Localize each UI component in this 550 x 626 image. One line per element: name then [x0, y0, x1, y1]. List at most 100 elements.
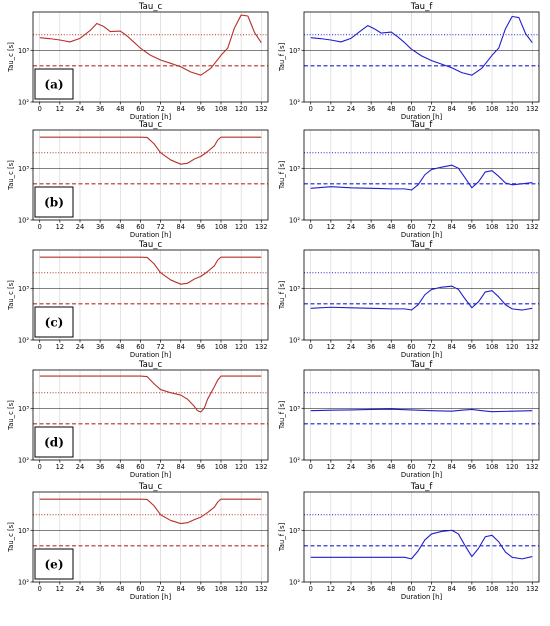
panel-2-tau-c-ytick-label-100: 10²: [18, 217, 29, 225]
panel-2-tau-c-xtick-label-60: 60: [136, 223, 144, 231]
panel-2-tau-f-ytick-label-1000: 10³: [289, 165, 300, 173]
panel-2-tau-f-xtick-label-24: 24: [347, 223, 355, 231]
panel-2-tau-f-frame: [303, 129, 540, 221]
panel-2-tau-c-title: Tau_c: [138, 120, 163, 130]
panel-2-tau-c-xtick-label-24: 24: [76, 223, 84, 231]
panel-1-tau-f-xtick-label-96: 96: [468, 105, 476, 113]
panel-5-tau-c-xtick-label-72: 72: [156, 585, 164, 593]
panel-3-tau-c-ylabel: Tau_c [s]: [7, 280, 15, 311]
panel-5-tau-f-xtick-label-36: 36: [367, 585, 375, 593]
panel-3-tau-f-xtick-label-108: 108: [486, 343, 499, 351]
panel-4-tau-f-xtick-label-96: 96: [468, 463, 476, 471]
panel-1-tau-c-xtick-label-120: 120: [235, 105, 248, 113]
panel-2-tau-f-xtick-label-132: 132: [526, 223, 539, 231]
panel-2-tau-c-xtick-label-84: 84: [177, 223, 185, 231]
panel-4-tau-c-xtick-label-0: 0: [38, 463, 42, 471]
panel-2-tau-f-xlabel: Duration [h]: [401, 231, 443, 239]
panel-2-tau-f-xtick-label-72: 72: [427, 223, 435, 231]
panel-1-tau-f-xtick-label-132: 132: [526, 105, 539, 113]
panel-2-tau-c-xtick-label-48: 48: [116, 223, 124, 231]
panel-3-tau-c-ytick-label-100: 10²: [18, 337, 29, 345]
panel-2-tau-c-xtick-label-72: 72: [156, 223, 164, 231]
panel-4-tau-f-xtick-label-132: 132: [526, 463, 539, 471]
panel-1-tau-f-xtick-label-36: 36: [367, 105, 375, 113]
panel-1-tau-c-ytick-label-1000: 10³: [18, 47, 29, 55]
panel-1-tau-f: 0 12 24 36 48 60 72 84 96 108 120 132 10² 10³ Tau_f Dur…: [278, 2, 540, 121]
panel-2-tau-c: 0 12 24 36 48 60 72 84 96 108 120 132 10² 10³ Tau_c Dur…: [7, 120, 269, 239]
panel-2-tau-f-ytick-label-100: 10²: [289, 217, 300, 225]
panel-1-tau-c-xtick-label-84: 84: [177, 105, 185, 113]
panel-3-tau-c-panel-label: (c): [45, 316, 64, 330]
panel-3-tau-f-xlabel: Duration [h]: [401, 351, 443, 359]
panel-1-tau-c-xtick-label-132: 132: [255, 105, 268, 113]
panel-4-tau-f-xlabel: Duration [h]: [401, 471, 443, 479]
panel-4-tau-c-xtick-label-60: 60: [136, 463, 144, 471]
panel-1-tau-f-xtick-label-24: 24: [347, 105, 355, 113]
panel-5-tau-f-xtick-label-108: 108: [486, 585, 499, 593]
panel-1-tau-f-ytick-label-100: 10²: [289, 99, 300, 107]
panel-3-tau-c-xtick-label-96: 96: [197, 343, 205, 351]
panel-1-tau-c-xtick-label-36: 36: [96, 105, 104, 113]
panel-5-tau-f-title: Tau_f: [410, 482, 434, 492]
panel-1-tau-f-xtick-label-0: 0: [309, 105, 313, 113]
panel-5-tau-c-panel-label: (e): [45, 558, 64, 572]
panel-4-tau-c-xtick-label-108: 108: [215, 463, 228, 471]
panel-2-tau-f-xtick-label-84: 84: [448, 223, 456, 231]
panel-2-tau-c-frame: [32, 129, 269, 221]
panel-5-tau-c-xtick-label-48: 48: [116, 585, 124, 593]
panel-4-tau-f-xtick-label-60: 60: [407, 463, 415, 471]
panel-5-tau-c-xtick-label-36: 36: [96, 585, 104, 593]
panel-1-tau-c-xtick-label-0: 0: [38, 105, 42, 113]
panel-3-tau-f-series-line: [310, 285, 533, 311]
panel-2-tau-c-panel-label-box: [34, 186, 74, 218]
panel-3-tau-f-xtick-label-60: 60: [407, 343, 415, 351]
panel-5-tau-f-xtick-label-96: 96: [468, 585, 476, 593]
panel-2-tau-f-title: Tau_f: [410, 120, 434, 130]
panel-2-tau-f-xtick-label-108: 108: [486, 223, 499, 231]
panel-5-tau-f-xtick-label-72: 72: [427, 585, 435, 593]
panel-2-tau-c-series-line: [39, 136, 262, 165]
panel-1-tau-c-xtick-label-24: 24: [76, 105, 84, 113]
panel-2-tau-c-ytick-label-1000: 10³: [18, 165, 29, 173]
panel-5-tau-f-xtick-label-24: 24: [347, 585, 355, 593]
panel-3-tau-c-xtick-label-108: 108: [215, 343, 228, 351]
panel-5-tau-f-xtick-label-12: 12: [327, 585, 335, 593]
panel-1-tau-f-series-line: [310, 15, 533, 76]
panel-4-tau-f-xtick-label-108: 108: [486, 463, 499, 471]
panel-4-tau-f-xtick-label-12: 12: [327, 463, 335, 471]
panel-5-tau-f-xtick-label-60: 60: [407, 585, 415, 593]
panel-3-tau-f-xtick-label-24: 24: [347, 343, 355, 351]
panel-4-tau-c-xtick-label-84: 84: [177, 463, 185, 471]
panel-1-tau-c-xtick-label-48: 48: [116, 105, 124, 113]
panel-5-tau-c-xlabel: Duration [h]: [130, 593, 172, 601]
panel-2-tau-f-xtick-label-96: 96: [468, 223, 476, 231]
panel-3-tau-c-panel-label-box: [34, 306, 74, 338]
panel-2-tau-c-xtick-label-108: 108: [215, 223, 228, 231]
panel-5-tau-c-xtick-label-60: 60: [136, 585, 144, 593]
panel-3-tau-c-xtick-label-48: 48: [116, 343, 124, 351]
panel-4-tau-c-ytick-label-1000: 10³: [18, 405, 29, 413]
panel-2-tau-f-ylabel: Tau_f [s]: [278, 161, 286, 191]
panel-3-tau-c: 0 12 24 36 48 60 72 84 96 108 120 132 10² 10³ Tau_c Dur…: [7, 240, 269, 359]
panel-2-tau-f: 0 12 24 36 48 60 72 84 96 108 120 132 10² 10³ Tau_f Dur…: [278, 120, 540, 239]
panel-5-tau-f-xtick-label-120: 120: [506, 585, 519, 593]
panel-1-tau-c-frame: [32, 11, 269, 103]
panel-4-tau-f-xtick-label-72: 72: [427, 463, 435, 471]
panel-3-tau-c-ytick-label-1000: 10³: [18, 285, 29, 293]
panel-4-tau-c: 0 12 24 36 48 60 72 84 96 108 120 132 10² 10³ Tau_c Dur…: [7, 360, 269, 479]
panel-4-tau-f-ytick-label-100: 10²: [289, 457, 300, 465]
panel-2-tau-c-xtick-label-120: 120: [235, 223, 248, 231]
panel-1-tau-c-xtick-label-96: 96: [197, 105, 205, 113]
panel-3-tau-c-xtick-label-24: 24: [76, 343, 84, 351]
panel-1-tau-f-xtick-label-48: 48: [387, 105, 395, 113]
panel-1-tau-c: 0 12 24 36 48 60 72 84 96 108 120 132 10² 10³ Tau_c Dur…: [7, 2, 269, 121]
panel-4-tau-f-xtick-label-84: 84: [448, 463, 456, 471]
panel-4-tau-f-xtick-label-0: 0: [309, 463, 313, 471]
panel-3-tau-f-xtick-label-72: 72: [427, 343, 435, 351]
panel-3-tau-c-xtick-label-120: 120: [235, 343, 248, 351]
panel-3-tau-c-xtick-label-132: 132: [255, 343, 268, 351]
panel-2-tau-f-xtick-label-0: 0: [309, 223, 313, 231]
panel-4-tau-c-xtick-label-36: 36: [96, 463, 104, 471]
panel-4-tau-f-xtick-label-36: 36: [367, 463, 375, 471]
